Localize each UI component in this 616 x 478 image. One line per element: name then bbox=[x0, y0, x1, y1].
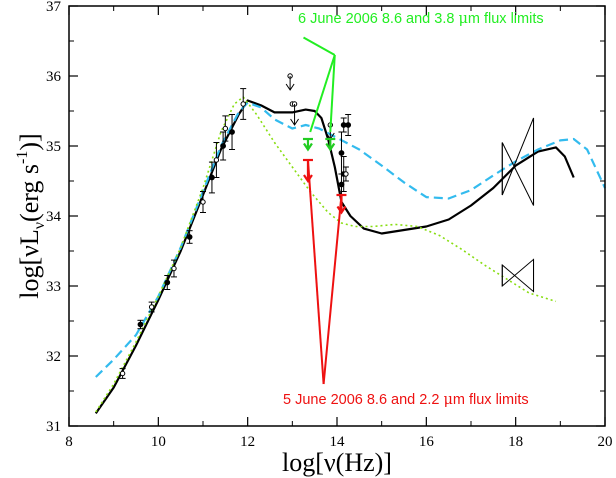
chart-marks bbox=[94, 36, 606, 415]
axis-ticks: 8 10 12 14 16 18 20 31 32 33 34 35 36 37 bbox=[46, 0, 613, 450]
x-tick-label: 14 bbox=[330, 434, 346, 450]
y-tick-label: 33 bbox=[46, 279, 61, 295]
data-point bbox=[222, 125, 229, 132]
x-tick-label: 10 bbox=[151, 434, 166, 450]
data-point bbox=[164, 279, 171, 286]
annotation-green-leader bbox=[309, 54, 336, 133]
upper-limit-arrowhead bbox=[325, 142, 336, 152]
y-tick-label: 32 bbox=[46, 349, 61, 365]
data-point bbox=[240, 101, 246, 107]
data-point bbox=[137, 321, 144, 328]
bowtie-0 bbox=[501, 117, 535, 206]
y-tick-label: 35 bbox=[46, 139, 61, 155]
y-tick-label: 34 bbox=[46, 209, 62, 225]
annotation-red-leader bbox=[322, 194, 343, 385]
data-point-ir bbox=[343, 171, 349, 177]
x-tick-label: 18 bbox=[508, 434, 523, 450]
upper-limit-arrowhead bbox=[303, 174, 313, 183]
data-point bbox=[119, 370, 126, 377]
series-dashed-line bbox=[95, 101, 606, 378]
data-point bbox=[171, 265, 177, 272]
x-tick-label: 16 bbox=[419, 434, 435, 450]
x-tick-label: 20 bbox=[598, 434, 613, 450]
x-axis-title: log[ν(Hz)] bbox=[282, 448, 392, 477]
upper-limit-arrowhead bbox=[290, 118, 299, 126]
data-point bbox=[213, 157, 220, 163]
annotation-green-leader bbox=[329, 54, 336, 133]
data-point-ir bbox=[338, 181, 345, 188]
bowtie-1 bbox=[501, 258, 535, 293]
annotation-green-leader-to-label bbox=[303, 36, 336, 56]
x-tick-label: 12 bbox=[240, 434, 255, 450]
y-axis-title: log[νLν(erg s-1)] bbox=[14, 133, 48, 298]
data-point bbox=[220, 143, 227, 149]
data-point-ir bbox=[338, 150, 345, 156]
plot-frame bbox=[68, 5, 606, 427]
upper-limit-arrowhead bbox=[285, 83, 295, 91]
data-point bbox=[229, 129, 235, 135]
x-tick-label: 8 bbox=[65, 434, 73, 450]
annotation-red-leader bbox=[306, 159, 325, 385]
annotation-red-label: 5 June 2006 8.6 and 2.2 μm flux limits bbox=[283, 392, 529, 408]
upper-limit-arrowhead bbox=[303, 142, 313, 152]
upper-limit-arrowhead bbox=[336, 205, 347, 215]
data-point bbox=[200, 199, 206, 205]
y-tick-label: 36 bbox=[46, 69, 62, 85]
data-point bbox=[186, 234, 193, 240]
data-point bbox=[148, 304, 155, 310]
y-tick-label: 37 bbox=[46, 0, 62, 15]
data-point-ir bbox=[345, 122, 352, 128]
y-tick-label: 31 bbox=[46, 419, 61, 435]
annotation-green-label: 6 June 2006 8.6 and 3.8 μm flux limits bbox=[298, 11, 544, 27]
